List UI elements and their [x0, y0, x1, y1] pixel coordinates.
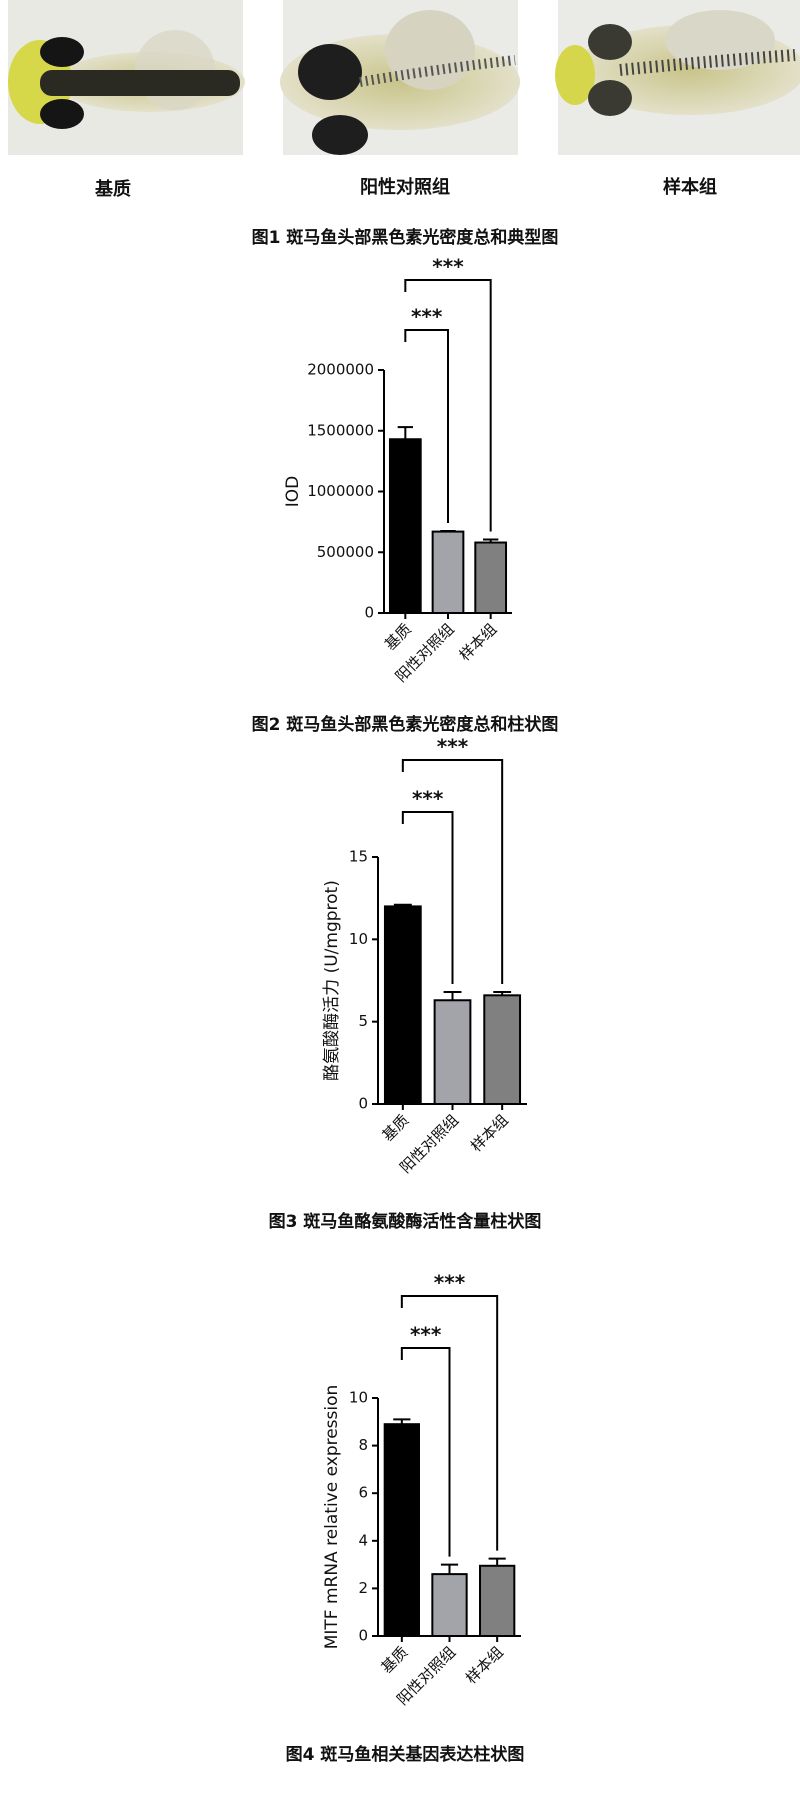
y-axis-label: MITF mRNA relative expression — [322, 1385, 342, 1650]
bar — [479, 1564, 516, 1638]
y-tick-label: 8 — [358, 1436, 368, 1454]
x-tick-label: 基质 — [381, 620, 415, 654]
x-tick-label: 基质 — [379, 1111, 413, 1145]
significance-label: *** — [432, 255, 464, 279]
y-tick-label: 1500000 — [307, 421, 374, 439]
bar — [483, 994, 522, 1106]
significance-bracket — [400, 1347, 451, 1557]
significance-label: *** — [434, 1271, 466, 1295]
y-axis-label: IOD — [283, 476, 303, 508]
photo-label: 阳性对照组 — [360, 176, 450, 198]
y-tick-label: 0 — [358, 1095, 368, 1113]
y-tick-label: 500000 — [317, 543, 374, 561]
y-tick-label: 0 — [364, 604, 374, 622]
figure-caption: 图2 斑马鱼头部黑色素光密度总和柱状图 — [252, 714, 559, 735]
significance-bracket — [404, 329, 449, 523]
photo — [555, 0, 800, 155]
photo — [8, 0, 245, 155]
significance-label: *** — [411, 305, 443, 329]
figure-caption: 图1 斑马鱼头部黑色素光密度总和典型图 — [252, 227, 559, 248]
bar — [388, 438, 422, 614]
significance-bracket — [401, 811, 454, 985]
figure-caption: 图4 斑马鱼相关基因表达柱状图 — [286, 1744, 525, 1765]
y-tick-label: 2 — [358, 1579, 368, 1597]
bar — [474, 541, 508, 615]
significance-label: *** — [410, 1323, 442, 1347]
significance-bracket — [404, 279, 492, 532]
x-tick-label: 基质 — [378, 1643, 412, 1677]
y-tick-label: 10 — [349, 1389, 368, 1407]
y-tick-label: 10 — [349, 930, 368, 948]
significance-bracket — [401, 759, 504, 985]
x-tick-label: 样本组 — [456, 620, 501, 665]
bar — [383, 1423, 420, 1638]
y-tick-label: 15 — [349, 848, 368, 866]
x-tick-label: 样本组 — [467, 1111, 512, 1156]
photo — [280, 0, 520, 155]
bar — [431, 530, 465, 614]
bar — [433, 999, 472, 1106]
y-axis-label: 酪氨酸酶活力 (U/mgprot) — [322, 880, 342, 1081]
y-tick-label: 6 — [358, 1484, 368, 1502]
y-tick-label: 5 — [358, 1012, 368, 1030]
bar — [431, 1573, 468, 1637]
significance-label: *** — [437, 735, 469, 759]
y-tick-label: 2000000 — [307, 361, 374, 379]
photo-label: 样本组 — [663, 176, 717, 198]
y-tick-label: 0 — [358, 1627, 368, 1645]
photo-label: 基质 — [94, 178, 131, 200]
x-tick-label: 样本组 — [462, 1643, 507, 1688]
y-tick-label: 4 — [358, 1531, 368, 1549]
bar — [383, 905, 422, 1106]
significance-label: *** — [412, 787, 444, 811]
y-tick-label: 1000000 — [307, 482, 374, 500]
figure-caption: 图3 斑马鱼酪氨酸酶活性含量柱状图 — [269, 1211, 542, 1232]
significance-bracket — [400, 1295, 499, 1551]
